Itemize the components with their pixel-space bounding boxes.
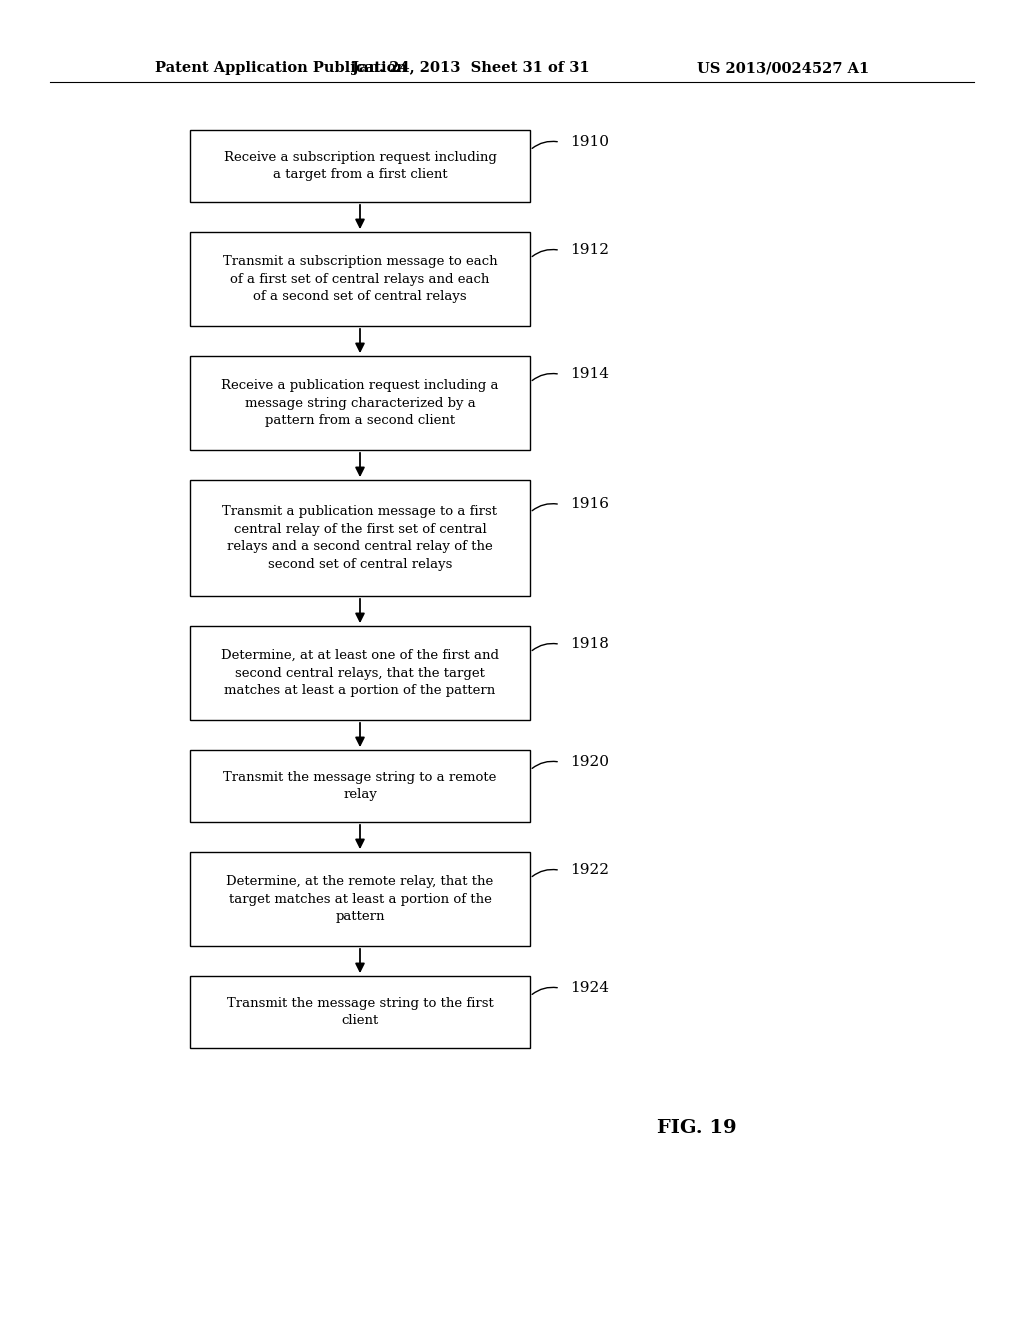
Text: Patent Application Publication: Patent Application Publication (155, 61, 407, 75)
Text: US 2013/0024527 A1: US 2013/0024527 A1 (696, 61, 869, 75)
Text: Jan. 24, 2013  Sheet 31 of 31: Jan. 24, 2013 Sheet 31 of 31 (352, 61, 590, 75)
Text: FIG. 19: FIG. 19 (656, 1119, 736, 1137)
Text: 1924: 1924 (570, 981, 609, 995)
Bar (190, 626, 530, 719)
Text: Transmit the message string to a remote
relay: Transmit the message string to a remote … (223, 771, 497, 801)
Text: Transmit the message string to the first
client: Transmit the message string to the first… (226, 997, 494, 1027)
Bar (190, 975, 530, 1048)
Text: 1920: 1920 (570, 755, 609, 770)
Text: Determine, at at least one of the first and
second central relays, that the targ: Determine, at at least one of the first … (221, 649, 499, 697)
Text: 1910: 1910 (570, 135, 609, 149)
Bar (190, 480, 530, 597)
Bar (190, 129, 530, 202)
Text: 1918: 1918 (570, 638, 609, 651)
Bar (190, 232, 530, 326)
Text: Receive a subscription request including
a target from a first client: Receive a subscription request including… (223, 150, 497, 181)
Text: Transmit a publication message to a first
central relay of the first set of cent: Transmit a publication message to a firs… (222, 506, 498, 570)
Text: Receive a publication request including a
message string characterized by a
patt: Receive a publication request including … (221, 379, 499, 426)
Text: Transmit a subscription message to each
of a first set of central relays and eac: Transmit a subscription message to each … (222, 255, 498, 304)
Bar (190, 750, 530, 822)
Bar (190, 356, 530, 450)
Text: 1916: 1916 (570, 498, 609, 511)
Bar (190, 851, 530, 946)
Text: 1922: 1922 (570, 863, 609, 878)
Text: Determine, at the remote relay, that the
target matches at least a portion of th: Determine, at the remote relay, that the… (226, 875, 494, 923)
Text: 1912: 1912 (570, 243, 609, 257)
Text: 1914: 1914 (570, 367, 609, 381)
